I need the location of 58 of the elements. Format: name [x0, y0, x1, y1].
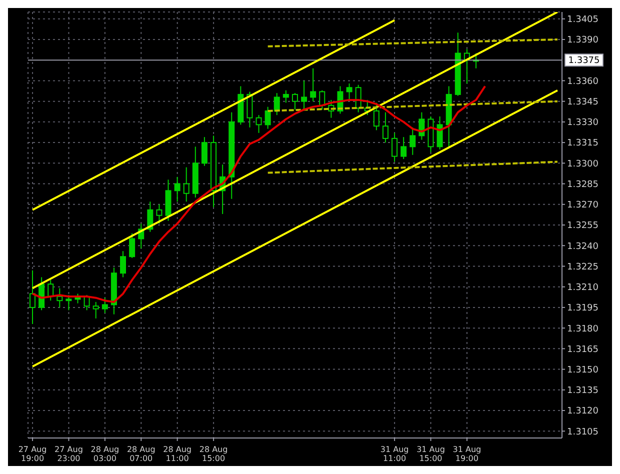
y-tick-label: 1.3315 [567, 138, 598, 149]
candlestick [373, 102, 380, 131]
x-tick-label: 31 Aug 15:00 [416, 445, 445, 463]
candlestick [292, 92, 298, 110]
candlestick [410, 126, 416, 156]
y-tick-label: 1.3135 [567, 386, 598, 396]
y-tick-label: 1.3180 [567, 324, 599, 334]
y-tick-label: 1.3285 [567, 180, 598, 190]
candlestick [319, 90, 326, 110]
candlestick [346, 82, 352, 100]
y-tick-label: 1.3195 [567, 304, 598, 314]
candlestick [56, 288, 63, 308]
y-tick-label: 1.3165 [567, 344, 598, 355]
y-tick-label: 1.3330 [567, 118, 599, 128]
x-tick-label: 28 Aug 07:00 [126, 445, 156, 463]
y-tick-label: 1.3255 [567, 221, 598, 232]
y-tick-label: 1.3150 [567, 365, 599, 376]
candlestick [92, 301, 99, 319]
candlestick [120, 250, 126, 278]
candlestick [48, 279, 54, 302]
y-tick-label: 1.3105 [567, 427, 598, 438]
x-tick-label: 28 Aug 11:00 [163, 445, 192, 463]
y-tick-label: 1.3360 [567, 76, 599, 87]
candlestick [301, 80, 308, 110]
candlestick [102, 297, 108, 314]
candlestick [282, 90, 289, 104]
x-tick-label: 28 Aug 15:00 [199, 445, 228, 463]
candlestick [382, 112, 388, 144]
candlestick [256, 114, 262, 134]
ref-line-label: 1.3375 [568, 56, 600, 66]
candlestick [436, 116, 443, 150]
y-tick-label: 1.3225 [567, 262, 598, 272]
x-tick-label: 27 Aug 19:00 [18, 445, 47, 463]
candlestick [156, 204, 162, 224]
candlestick [30, 270, 36, 324]
y-tick-label: 1.3390 [567, 36, 599, 46]
candlestick [400, 136, 407, 160]
candlestick [129, 232, 136, 258]
candlestick [264, 106, 271, 130]
candlestick [66, 294, 72, 311]
y-tick-label: 1.3240 [567, 242, 599, 252]
y-tick-label: 1.3300 [567, 159, 599, 170]
y-tick-label: 1.3210 [567, 283, 599, 294]
y-tick-label: 1.3120 [567, 406, 599, 417]
candlestick [183, 166, 190, 202]
candlestick [201, 136, 208, 166]
candlestick [392, 132, 398, 162]
x-tick-label: 28 Aug 03:00 [90, 445, 120, 463]
candlestick [274, 92, 280, 116]
candlestick [310, 68, 316, 102]
candlestick [174, 176, 180, 202]
y-tick-label: 1.3405 [567, 15, 598, 26]
y-tick-label: 1.3270 [567, 200, 599, 211]
candlestick [246, 91, 253, 128]
y-tick-label: 1.3345 [567, 98, 598, 108]
x-tick-label: 31 Aug 19:00 [452, 445, 482, 463]
x-tick-label: 31 Aug 11:00 [380, 445, 409, 463]
x-tick-label: 27 Aug 23:00 [54, 445, 83, 463]
